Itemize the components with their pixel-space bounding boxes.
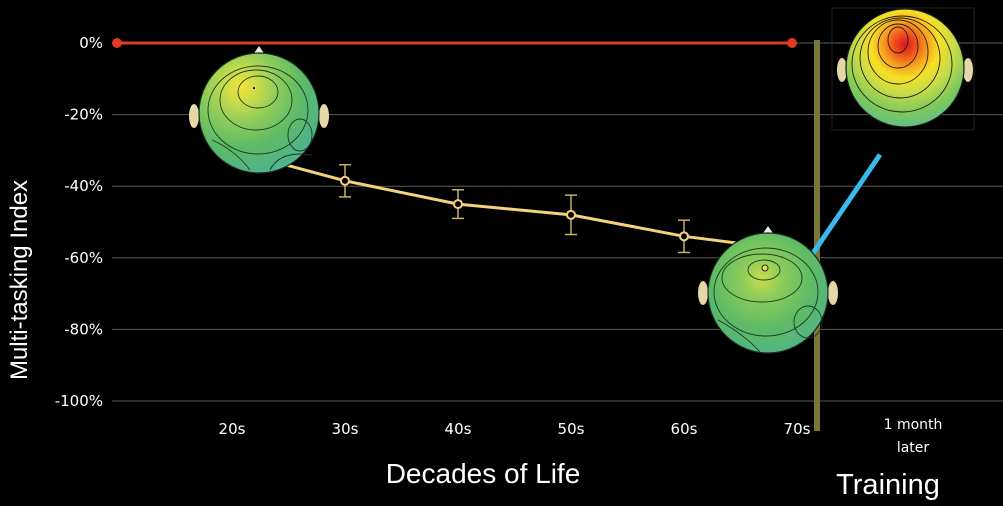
- x-tick-label: 20s: [219, 420, 246, 438]
- reference-endpoint: [112, 38, 122, 48]
- scalp-map-20s: [189, 46, 329, 174]
- training-label: Training: [836, 469, 940, 501]
- y-tick-labels: 0% -20% -40% -60% -80% -100%: [55, 34, 103, 410]
- x-tick-labels: 20s 30s 40s 50s 60s 70s: [219, 420, 811, 438]
- y-tick-label: 0%: [79, 34, 103, 52]
- training-tick-line1: 1 month: [884, 417, 943, 433]
- series-line: [231, 148, 798, 254]
- scalp-map-70s: [698, 226, 838, 354]
- training-divider: [814, 40, 820, 431]
- x-tick-label: 50s: [558, 420, 585, 438]
- x-tick-label: 40s: [445, 420, 472, 438]
- y-tick-label: -40%: [64, 177, 103, 195]
- y-tick-label: -60%: [64, 249, 103, 267]
- y-tick-label: -20%: [64, 106, 103, 124]
- scalp-map-training: [831, 7, 975, 131]
- training-tick-line2: later: [897, 440, 930, 456]
- y-tick-label: -80%: [64, 320, 103, 338]
- data-point: [453, 199, 463, 210]
- data-point: [679, 231, 689, 242]
- reference-line: [112, 38, 797, 48]
- data-point: [566, 209, 576, 220]
- y-tick-label: -100%: [55, 392, 103, 410]
- y-axis-label: Multi-tasking Index: [6, 180, 33, 380]
- reference-endpoint: [787, 38, 797, 48]
- data-point: [340, 175, 350, 186]
- x-tick-label: 70s: [784, 420, 811, 438]
- x-axis-label: Decades of Life: [386, 458, 581, 489]
- series-polyline: [231, 148, 798, 253]
- x-tick-label: 60s: [671, 420, 698, 438]
- x-tick-label: 30s: [332, 420, 359, 438]
